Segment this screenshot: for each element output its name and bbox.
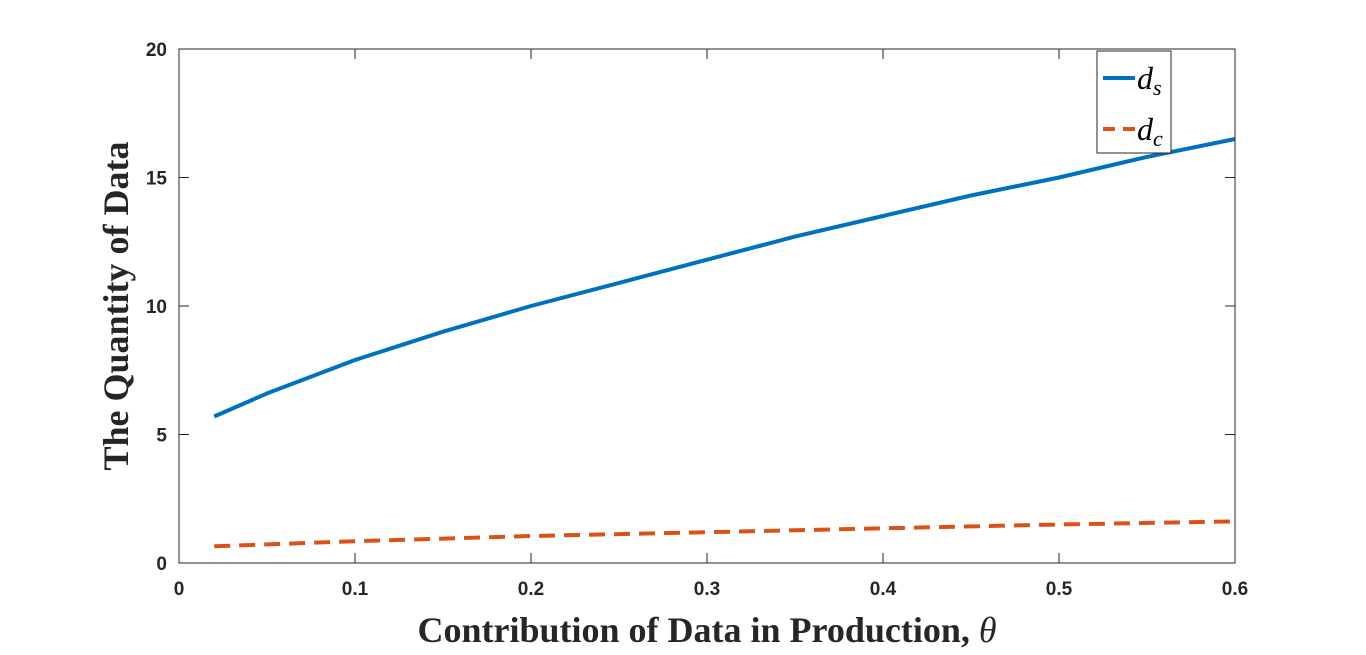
y-axis-title: The Quantity of Data xyxy=(96,141,136,470)
x-tick-label: 0 xyxy=(174,579,185,600)
x-tick-label: 0.3 xyxy=(694,579,720,600)
legend-subscript: c xyxy=(1153,126,1163,151)
x-tick-label: 0.6 xyxy=(1222,579,1248,600)
legend-label-d-s: ds xyxy=(1137,60,1162,100)
y-tick-label: 10 xyxy=(146,297,167,318)
x-tick-label: 0.2 xyxy=(518,579,544,600)
axes: 0 0.1 0.2 0.3 0.4 0.5 0.6 0 5 10 15 20 Contribution … xyxy=(96,40,1248,650)
y-tick-label: 20 xyxy=(146,40,167,61)
legend-symbol: d xyxy=(1137,60,1154,96)
x-tick-label: 0.5 xyxy=(1046,579,1073,600)
legend-symbol: d xyxy=(1137,111,1154,147)
plot-area xyxy=(213,137,1236,549)
plot-frame xyxy=(178,48,1236,564)
x-tick-label: 0.4 xyxy=(870,579,897,600)
legend-box xyxy=(1096,50,1172,154)
x-tick-label: 0.1 xyxy=(342,579,369,600)
y-tick-label: 5 xyxy=(156,426,167,447)
x-axis-title-symbol: θ xyxy=(979,610,997,650)
y-tick-label: 15 xyxy=(146,169,168,190)
x-axis-title: Contribution of Data in Production, θ xyxy=(417,610,996,650)
series-line-d-c xyxy=(214,519,1236,549)
legend-subscript: s xyxy=(1153,75,1162,100)
series-line-d-s xyxy=(213,137,1236,419)
x-axis-title-text: Contribution of Data in Production, xyxy=(417,610,978,650)
y-tick-label: 0 xyxy=(156,554,167,575)
legend-label-d-c: dc xyxy=(1137,111,1163,151)
